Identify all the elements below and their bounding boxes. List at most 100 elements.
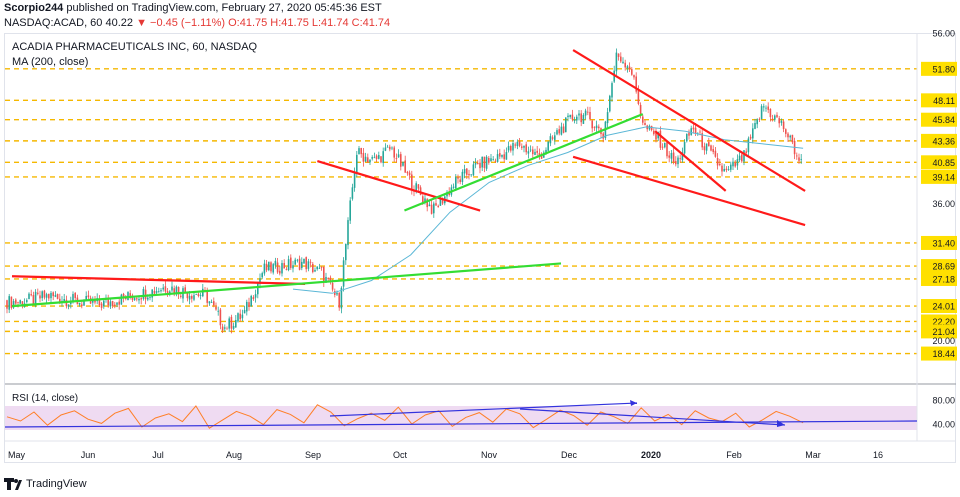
time-tick-label: 16 [873, 450, 883, 460]
candle-body [441, 198, 444, 204]
candle-body [243, 310, 246, 314]
candle-body [736, 159, 739, 166]
rsi-trendline-down [519, 408, 786, 426]
price-tick-label: 27.18 [932, 274, 955, 284]
candle-body [463, 169, 466, 174]
candle-body [719, 163, 721, 165]
candle-body [307, 261, 310, 269]
candle-body [490, 158, 492, 162]
candle-body [437, 205, 439, 208]
candle-body [470, 174, 472, 176]
candle-body [331, 283, 334, 290]
candle-body [514, 144, 516, 146]
rsi-axis: 80.00 40.00 [932, 396, 955, 430]
candle-body [34, 291, 37, 305]
candle-body [114, 304, 116, 306]
candle-body [672, 152, 675, 163]
candle-body [287, 259, 290, 271]
candle-body [296, 259, 299, 261]
candle-body [494, 160, 497, 162]
candle-body [48, 293, 50, 299]
candle-body [43, 290, 46, 298]
candle-body [694, 127, 697, 134]
candle-body [617, 53, 620, 57]
candle-body [10, 296, 13, 308]
candle-body [228, 318, 230, 329]
ma-indicator-label[interactable]: MA (200, close) [12, 56, 89, 68]
rsi-line [6, 404, 804, 429]
candle-body [644, 122, 646, 126]
trendline-red [572, 49, 806, 192]
price-axis[interactable]: 56.00 51.80 48.11 45.84 43.36 40.85 39.14 36.00… [921, 29, 957, 361]
candle-body [257, 282, 259, 295]
ohlc-values: O:41.75 H:41.75 L:41.74 C:41.74 [228, 17, 391, 29]
candle-body [679, 158, 681, 160]
candle-body [457, 177, 459, 179]
candle-body [199, 295, 202, 296]
candle-body [380, 156, 382, 163]
time-tick-label: Mar [805, 450, 821, 460]
candle-body [30, 294, 32, 296]
trendline-red [572, 155, 806, 227]
candle-body [477, 163, 479, 165]
pane-dividers [5, 33, 956, 442]
candle-body [356, 154, 358, 173]
time-tick-label: Jul [152, 450, 164, 460]
candle-body [455, 177, 457, 189]
candle-body [367, 157, 369, 163]
candle-body [382, 151, 384, 164]
candle-body [430, 204, 433, 214]
rsi-tick-label: 40.00 [932, 420, 955, 430]
candle-body [598, 126, 600, 129]
candle-body [422, 196, 424, 203]
candle-body [250, 295, 252, 307]
candle-body [349, 200, 351, 221]
price-tick-label: 43.36 [932, 136, 955, 146]
candle-body [690, 128, 692, 135]
candle-body [316, 266, 318, 270]
publish-text: published on TradingView.com, February 2… [66, 2, 382, 14]
candle-body [173, 288, 175, 294]
candle-body [191, 296, 193, 299]
candle-body [391, 147, 393, 149]
candle-body [142, 288, 145, 299]
candle-body [738, 155, 741, 161]
candle-body [721, 165, 723, 172]
candle-body [83, 301, 85, 306]
candle-body [87, 295, 90, 298]
time-axis[interactable]: May Jun Jul Aug Sep Oct Nov Dec 2020 Feb Mar 16 [8, 450, 883, 460]
candle-body [358, 148, 360, 155]
candle-body [118, 301, 120, 305]
candle-body [109, 301, 112, 307]
candle-body [144, 289, 147, 300]
candle-body [164, 286, 167, 292]
candle-body [111, 300, 114, 306]
candle-body [6, 300, 8, 309]
candle-body [408, 172, 411, 176]
candle-body [747, 138, 750, 153]
time-tick-label: Oct [393, 450, 408, 460]
candle-body [725, 168, 728, 171]
rsi-indicator-label[interactable]: RSI (14, close) [12, 393, 79, 404]
price-level-badge [921, 324, 957, 339]
brand-name[interactable]: TradingView [26, 478, 87, 490]
price-level-badge [921, 61, 957, 76]
time-tick-label: 2020 [641, 450, 661, 460]
candle-body [279, 270, 281, 274]
candle-body [290, 257, 292, 268]
price-level-badge [921, 299, 957, 314]
author-name[interactable]: Scorpio244 [4, 2, 64, 14]
price-tick-label: 21.04 [932, 327, 955, 337]
price-tick-label: 39.14 [932, 172, 955, 182]
candle-body [708, 142, 710, 147]
candle-body [716, 158, 719, 166]
price-level-badge [921, 271, 957, 286]
candle-body [397, 154, 400, 158]
candle-body [375, 155, 378, 159]
time-tick-label: Aug [226, 450, 242, 460]
price-tick-label: 36.00 [932, 199, 955, 209]
candle-body [631, 69, 633, 75]
candle-body [166, 291, 169, 293]
candle-body [116, 302, 118, 305]
